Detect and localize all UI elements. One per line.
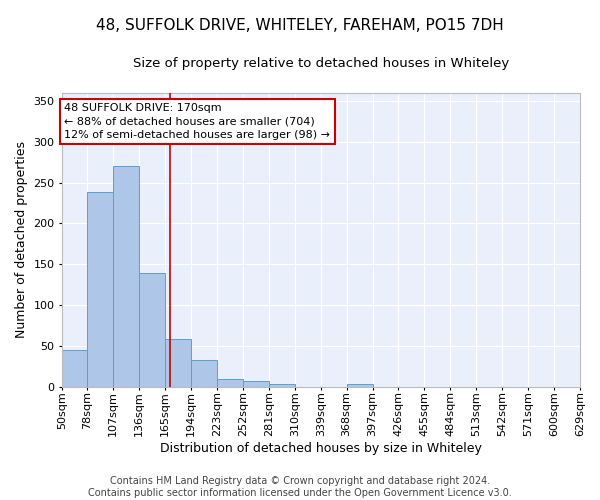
Text: 48 SUFFOLK DRIVE: 170sqm
← 88% of detached houses are smaller (704)
12% of semi-: 48 SUFFOLK DRIVE: 170sqm ← 88% of detach… bbox=[64, 103, 330, 140]
Bar bbox=[347, 384, 373, 387]
X-axis label: Distribution of detached houses by size in Whiteley: Distribution of detached houses by size … bbox=[160, 442, 482, 455]
Bar bbox=[113, 166, 139, 387]
Title: Size of property relative to detached houses in Whiteley: Size of property relative to detached ho… bbox=[133, 58, 509, 70]
Text: 48, SUFFOLK DRIVE, WHITELEY, FAREHAM, PO15 7DH: 48, SUFFOLK DRIVE, WHITELEY, FAREHAM, PO… bbox=[96, 18, 504, 32]
Bar bbox=[165, 339, 191, 387]
Bar bbox=[580, 384, 600, 387]
Y-axis label: Number of detached properties: Number of detached properties bbox=[15, 142, 28, 338]
Bar bbox=[217, 379, 243, 387]
Bar bbox=[191, 360, 217, 387]
Bar bbox=[243, 382, 269, 387]
Bar bbox=[139, 272, 165, 387]
Bar bbox=[269, 384, 295, 387]
Bar bbox=[88, 192, 113, 387]
Bar bbox=[62, 350, 88, 387]
Text: Contains HM Land Registry data © Crown copyright and database right 2024.
Contai: Contains HM Land Registry data © Crown c… bbox=[88, 476, 512, 498]
